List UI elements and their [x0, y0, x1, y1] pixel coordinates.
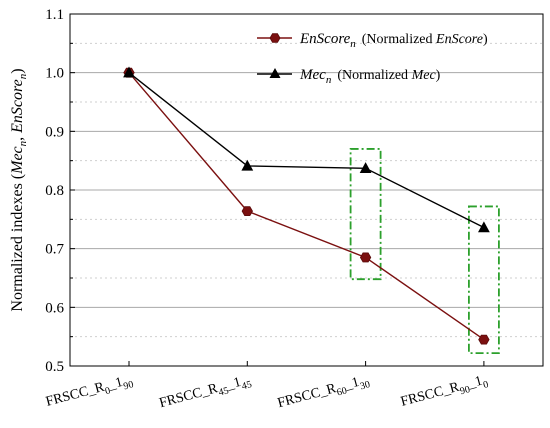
y-tick-label: 0.9	[45, 124, 64, 140]
series-line-mec-n	[128, 72, 485, 229]
x-tick-label: FRSCC_R45_145	[158, 372, 253, 414]
x-tick-label: FRSCC_R60_130	[276, 372, 371, 414]
enscore-data-point	[478, 334, 490, 345]
enscore-data-point	[241, 206, 253, 217]
series-layer	[123, 66, 490, 345]
grid-layer	[70, 42, 543, 338]
y-tick-label: 0.7	[45, 242, 64, 258]
x-tick-label: FRSCC_R0_190	[44, 372, 135, 412]
legend-triangle-marker	[269, 68, 281, 78]
enscore-data-point	[359, 252, 372, 263]
highlight-box	[467, 205, 500, 354]
mec-data-point	[359, 162, 372, 173]
x-tick-label: FRSCC_R90_10	[399, 372, 490, 412]
series-line-enscore-n	[128, 72, 485, 341]
y-axis-label: Normalized indexes (Mecn, EnScoren)	[9, 68, 29, 311]
legend-item-mec: Mecn (Normalized Mec)	[257, 67, 441, 86]
legend: EnScoren (Normalized EnScore) Mecn (Normal…	[257, 31, 488, 86]
y-tick-label: 1.1	[45, 7, 64, 23]
svg-text:EnScoren(Normalized EnScore): EnScoren (Normalized EnScore)	[299, 31, 488, 50]
y-tick-label: 1.0	[45, 66, 64, 82]
highlight-layer	[349, 148, 500, 354]
legend-hexagon-marker	[269, 33, 281, 43]
mec-data-point	[478, 221, 490, 233]
y-tick-label: 0.5	[45, 359, 64, 375]
svg-text:Mecn(Normalized Mec): Mecn (Normalized Mec)	[299, 67, 441, 86]
mec-data-point	[123, 66, 135, 78]
y-tick-label: 0.6	[45, 300, 64, 316]
y-tick-label: 0.8	[45, 183, 64, 199]
legend-item-enscore: EnScoren (Normalized EnScore)	[257, 31, 488, 50]
mec-data-point	[241, 159, 254, 171]
